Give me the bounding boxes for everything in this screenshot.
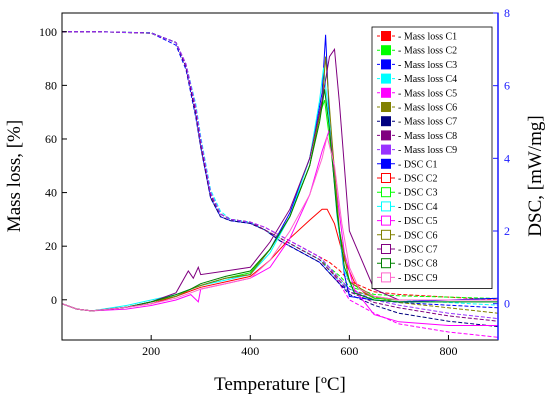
legend-box <box>371 26 493 290</box>
series-line-17 <box>62 89 498 312</box>
legend-label-8: - Mass loss C8 <box>398 131 457 142</box>
legend-marker-4 <box>381 73 391 84</box>
x-tick-label-1: 200 <box>142 344 160 358</box>
legend-label-6: - Mass loss C6 <box>398 103 457 114</box>
legend-marker-9 <box>381 144 391 155</box>
x-tick-label-2: 400 <box>241 344 259 358</box>
legend-label-7: - Mass loss C7 <box>398 117 457 128</box>
legend-marker-11 <box>381 173 391 183</box>
legend-label-14: - DSC C5 <box>398 216 437 227</box>
legend-marker-17 <box>381 258 391 269</box>
series-line-18 <box>62 136 498 312</box>
y-axis-title-right: DSC, [mW/mg] <box>525 115 546 236</box>
y-left-tick-label-5: 80 <box>45 78 57 92</box>
legend-marker-5 <box>381 87 391 98</box>
legend-marker-10 <box>381 158 391 169</box>
legend-label-1: - Mass loss C1 <box>398 32 457 43</box>
legend-label-2: - Mass loss C2 <box>398 46 457 57</box>
x-tick-label-3: 600 <box>340 344 358 358</box>
legend-marker-18 <box>381 272 391 283</box>
y-right-tick-label-5: 8 <box>504 6 510 20</box>
legend-label-9: - Mass loss C9 <box>398 145 457 156</box>
series-layer <box>62 31 498 338</box>
legend-label-13: - DSC C4 <box>398 202 437 213</box>
series-line-14 <box>62 129 498 326</box>
legend-label-11: - DSC C2 <box>398 174 437 185</box>
legend-label-12: - DSC C3 <box>398 188 437 199</box>
y-left-tick-label-2: 20 <box>45 239 57 253</box>
legend-marker-14 <box>381 215 391 226</box>
y-right-tick-label-1: 0 <box>504 297 510 311</box>
legend-marker-1 <box>381 31 391 41</box>
legend-marker-13 <box>381 201 391 212</box>
legend-marker-12 <box>381 187 391 198</box>
legend-marker-16 <box>381 244 391 254</box>
y-left-tick-label-4: 60 <box>45 132 57 146</box>
legend-label-3: - Mass loss C3 <box>398 60 457 71</box>
legend-label-4: - Mass loss C4 <box>398 74 457 85</box>
legend-label-18: - DSC C9 <box>398 273 437 284</box>
ticks-layer: 200 400 600 800 0 20 40 60 80 100 0 2 4 6 8 <box>39 6 510 358</box>
legend: - Mass loss C1 - Mass loss C2 - Mass loss … <box>371 26 493 290</box>
x-axis-title: Temperature [ºC] <box>214 374 346 395</box>
y-axis-title-left: Mass loss, [%] <box>4 120 25 232</box>
y-right-tick-label-2: 2 <box>504 224 510 238</box>
series-line-3 <box>62 31 498 309</box>
series-line-8 <box>62 31 498 322</box>
legend-marker-3 <box>381 59 391 70</box>
legend-label-15: - DSC C6 <box>398 230 437 241</box>
x-tick-label-4: 800 <box>439 344 457 358</box>
legend-label-16: - DSC C7 <box>398 245 437 256</box>
legend-marker-7 <box>381 116 391 127</box>
legend-marker-15 <box>381 229 391 240</box>
legend-label-17: - DSC C8 <box>398 259 437 270</box>
y-left-tick-label-1: 0 <box>51 293 57 307</box>
y-right-tick-label-4: 6 <box>504 79 510 93</box>
series-line-9 <box>62 31 498 320</box>
legend-marker-6 <box>381 102 391 112</box>
legend-marker-2 <box>381 45 391 56</box>
y-left-tick-label-6: 100 <box>39 25 57 39</box>
legend-label-5: - Mass loss C5 <box>398 88 457 99</box>
legend-marker-8 <box>381 130 391 141</box>
y-right-tick-label-3: 4 <box>504 151 510 165</box>
legend-label-10: - DSC C1 <box>398 159 437 170</box>
y-left-tick-label-3: 40 <box>45 186 57 200</box>
